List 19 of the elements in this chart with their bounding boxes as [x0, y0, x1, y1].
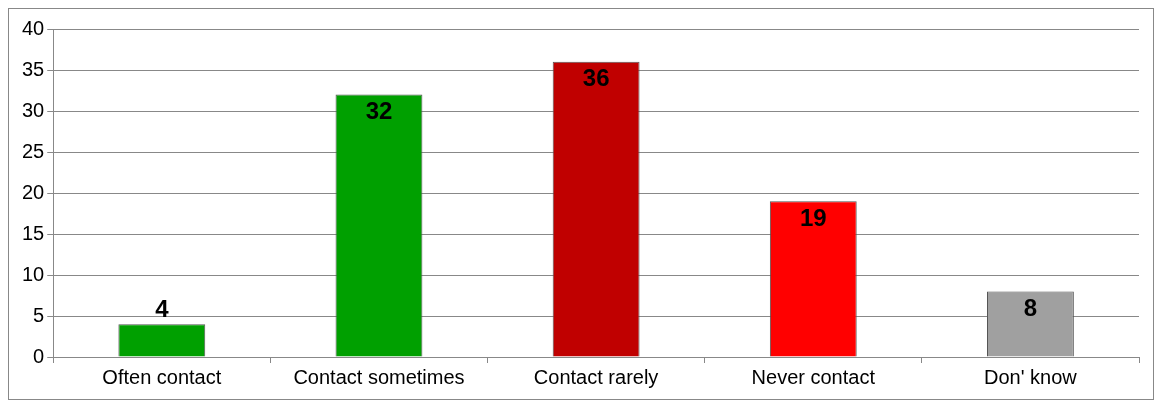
- x-tick-label: Contact rarely: [533, 365, 659, 388]
- x-tick-label: Don' know: [984, 365, 1078, 388]
- y-tick-label: 35: [22, 57, 45, 80]
- x-tick-label: Contact sometimes: [293, 365, 465, 388]
- data-label: 32: [365, 97, 393, 125]
- y-tick-label: 10: [22, 262, 45, 285]
- data-label: 8: [1023, 294, 1038, 322]
- y-tick-label: 5: [33, 303, 45, 326]
- data-label: 19: [799, 203, 827, 231]
- y-tick-label: 15: [22, 221, 45, 244]
- data-label: 4: [155, 294, 170, 322]
- x-tick-label: Never contact: [751, 365, 876, 388]
- y-tick-label: 0: [33, 344, 45, 367]
- y-tick-label: 20: [22, 180, 45, 203]
- y-tick-label: 40: [22, 16, 45, 39]
- y-tick-label: 30: [22, 98, 45, 121]
- y-tick-label: 25: [22, 139, 45, 162]
- x-tick-label: Often contact: [102, 365, 222, 388]
- data-label: 36: [582, 64, 610, 92]
